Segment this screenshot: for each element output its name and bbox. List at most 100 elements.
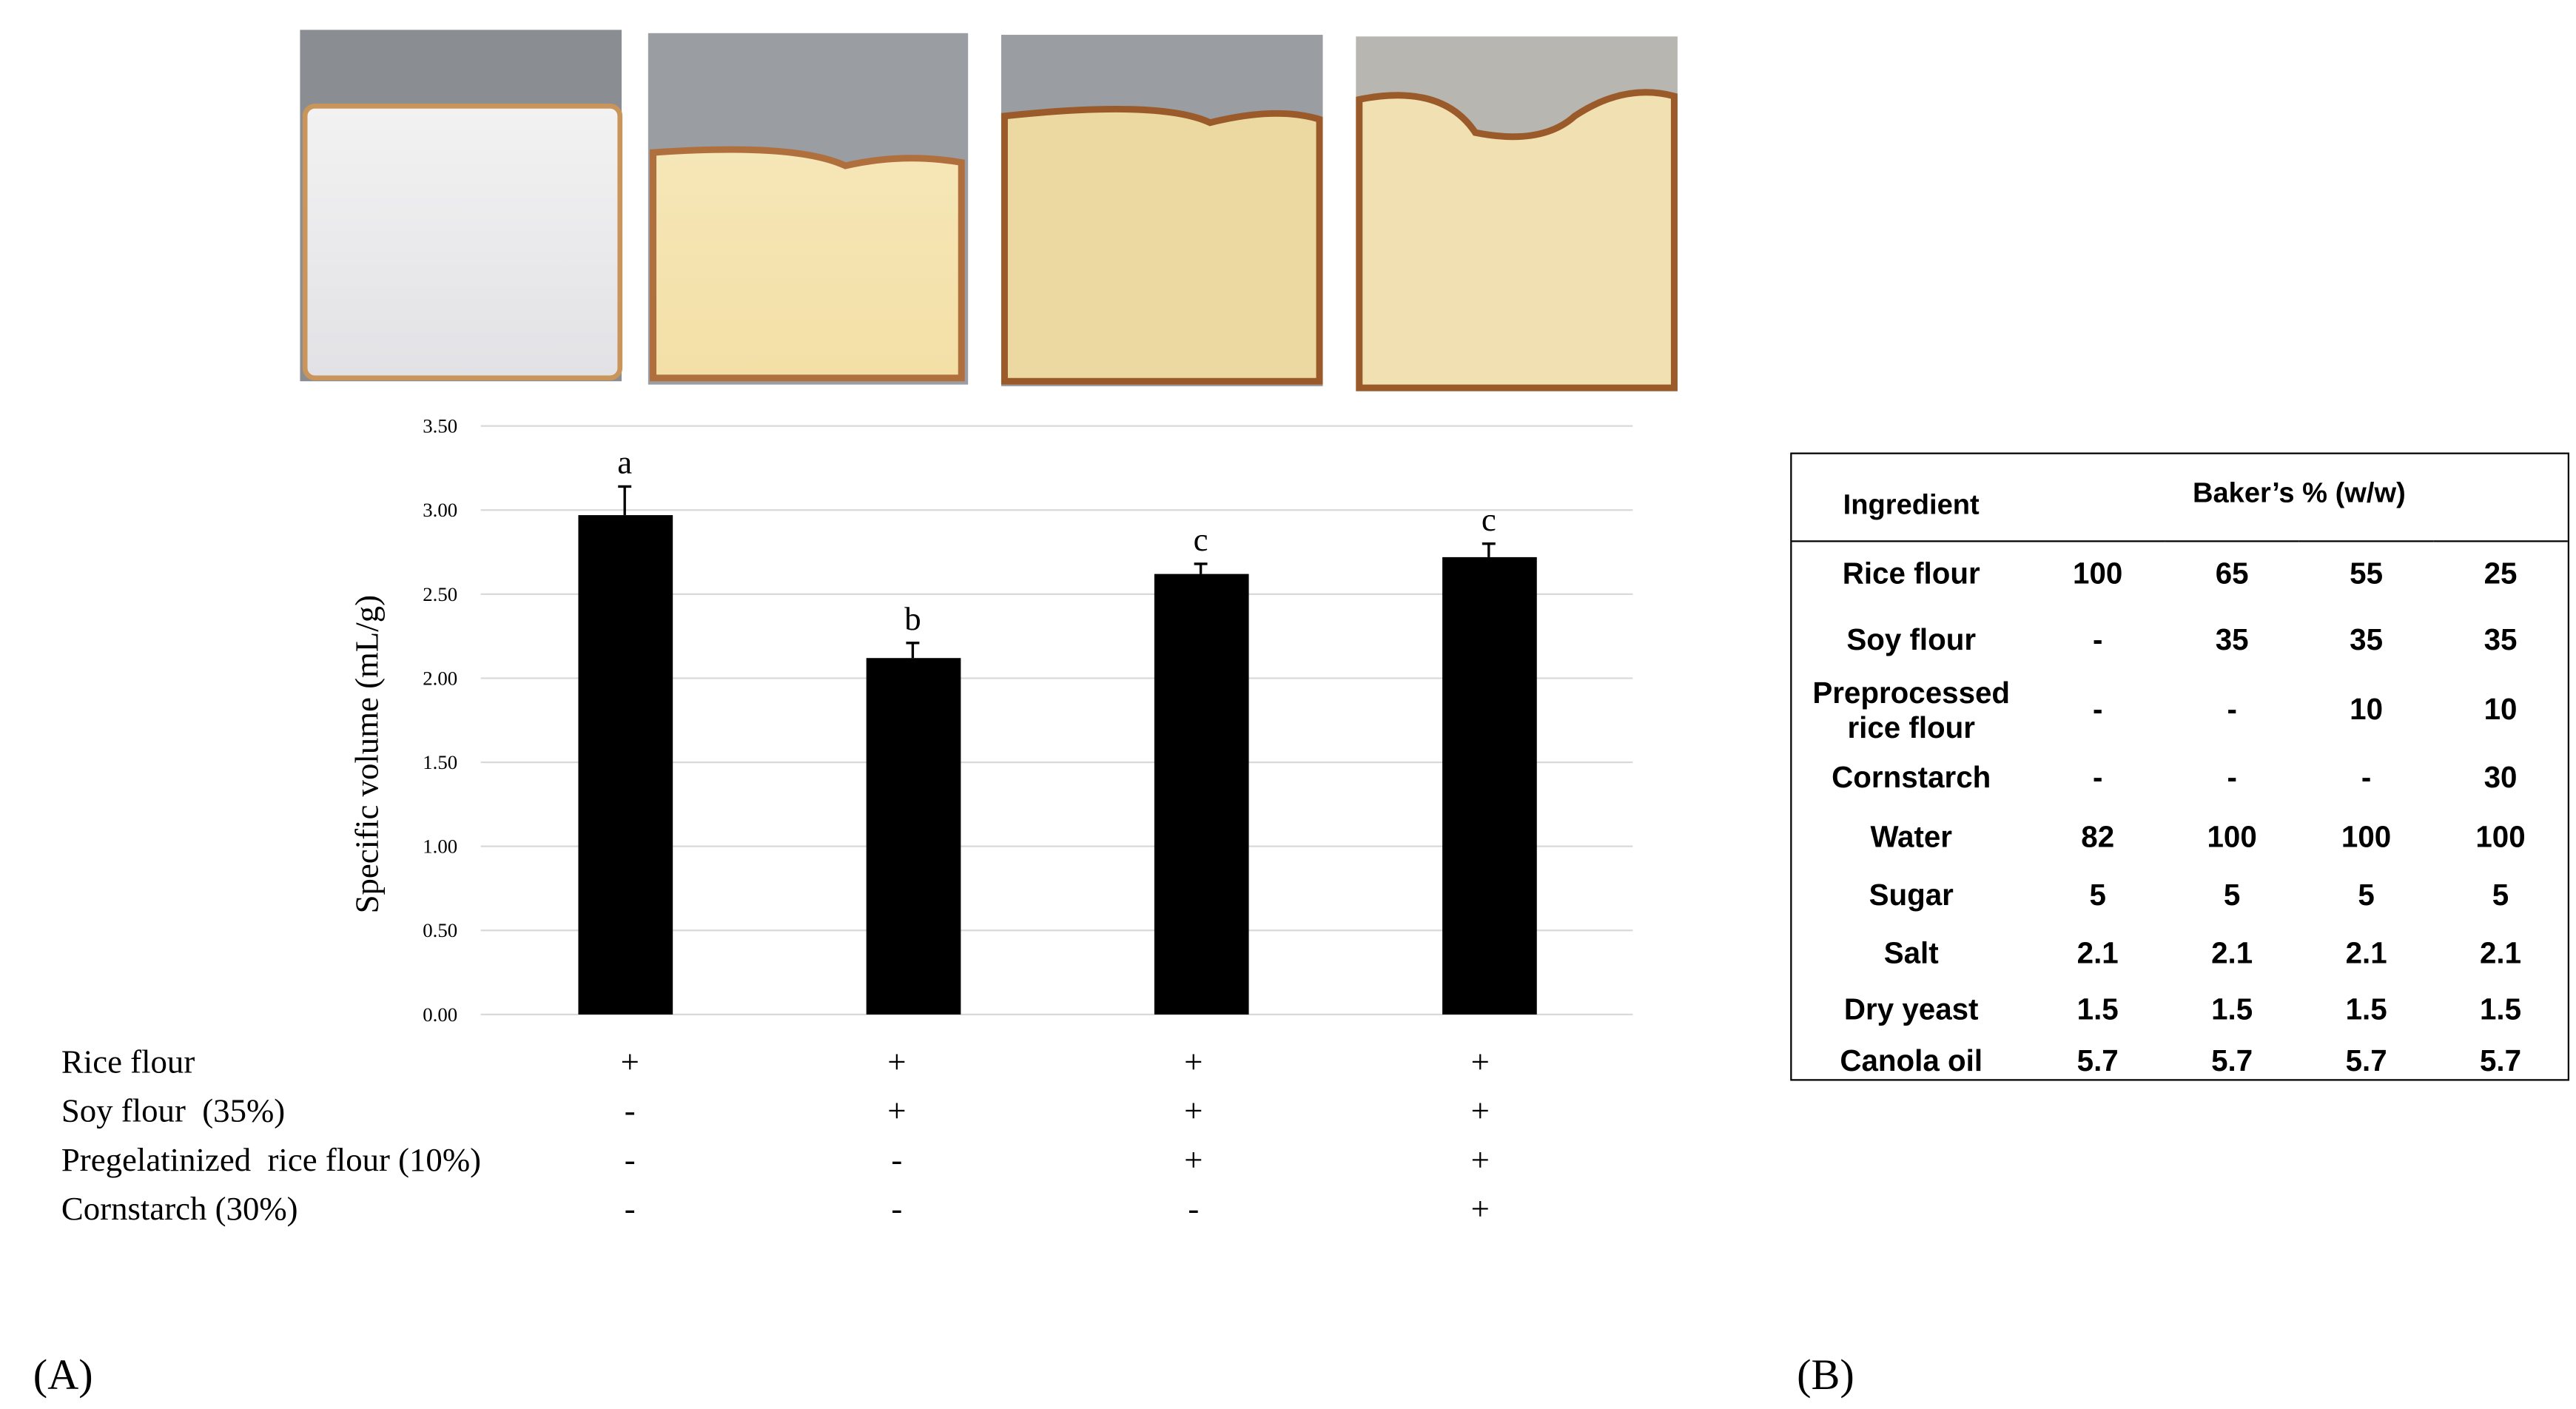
value-cell: 100 [2207, 820, 2257, 854]
value-cell: 5.7 [2345, 1044, 2387, 1077]
y-tick-label: 0.00 [423, 1003, 457, 1026]
value-cell: 55 [2350, 557, 2384, 591]
treatment-label: Soy flour (35%) [61, 1092, 285, 1129]
value-cell: 82 [2081, 820, 2115, 854]
ingredient-cell: Rice flour [1842, 557, 1980, 591]
ingredient-cell: Water [1870, 820, 1952, 854]
table-row: Soy flour - 35 35 35 [1792, 608, 2567, 674]
table-header-row: Ingredient Baker’s % (w/w) [1792, 454, 2568, 542]
treatment-label: Pregelatinized rice flour (10%) [61, 1141, 481, 1178]
y-tick-label: 2.00 [423, 667, 457, 689]
significance-letter: b [904, 600, 921, 637]
panel-label: (A) [33, 1351, 93, 1399]
treatment-label: Cornstarch (30%) [61, 1190, 298, 1227]
treatment-mark: + [1471, 1092, 1490, 1129]
table-row: Water 82 100 100 100 [1792, 810, 2567, 866]
value-cell: 1.5 [2211, 992, 2253, 1026]
bar [1442, 556, 1537, 1015]
value-cell: 1.5 [2345, 992, 2387, 1026]
value-cell: - [2093, 761, 2103, 794]
value-cell: - [2227, 693, 2237, 727]
treatment-mark: + [1184, 1043, 1203, 1080]
treatment-mark: + [1471, 1043, 1490, 1080]
value-cell: 100 [2073, 557, 2123, 591]
ingredient-cell: Preprocessed rice flour [1812, 675, 2011, 744]
treatment-mark: + [1184, 1141, 1203, 1178]
header-cell: Baker’s % (w/w) [2031, 454, 2568, 542]
treatment-mark: + [1471, 1141, 1490, 1178]
bar [1154, 574, 1249, 1015]
value-cell: 65 [2215, 557, 2249, 591]
value-cell: 1.5 [2480, 992, 2522, 1026]
significance-letter: c [1482, 501, 1496, 538]
treatment-mark: - [625, 1190, 636, 1227]
treatment-mark: - [891, 1190, 902, 1227]
value-cell: 2.1 [2076, 936, 2119, 970]
table-row: Salt 2.1 2.1 2.1 2.1 [1792, 926, 2567, 982]
y-tick-label: 1.00 [423, 835, 457, 858]
ingredient-cell: Salt [1883, 936, 1939, 970]
value-cell: 5 [2492, 878, 2509, 912]
ingredient-table: Ingredient Baker’s % (w/w) Rice flour 100 65… [1790, 452, 2569, 1081]
value-cell: 30 [2483, 761, 2518, 794]
ingredient-cell: Sugar [1869, 878, 1954, 912]
ingredient-cell: Cornstarch [1832, 761, 1991, 794]
panel-label: (B) [1797, 1351, 1854, 1399]
treatment-mark: - [625, 1141, 636, 1178]
value-cell: 35 [2215, 623, 2249, 657]
treatment-mark: - [1188, 1190, 1199, 1227]
value-cell: 5 [2358, 878, 2375, 912]
value-cell: 5.7 [2076, 1044, 2119, 1077]
value-cell: 25 [2483, 557, 2518, 591]
value-cell: 2.1 [2480, 936, 2522, 970]
value-cell: 5 [2089, 878, 2106, 912]
treatment-mark: - [891, 1141, 902, 1178]
table-row: Rice flour 100 65 55 25 [1792, 541, 2567, 608]
value-cell: 5 [2223, 878, 2241, 912]
treatment-mark: + [887, 1092, 906, 1129]
ingredient-cell: Canola oil [1840, 1044, 1983, 1077]
table-row: Sugar 5 5 5 5 [1792, 866, 2567, 926]
treatment-label: Rice flour [61, 1043, 195, 1080]
ingredient-cell: Soy flour [1846, 623, 1977, 657]
treatment-mark: - [625, 1092, 636, 1129]
value-cell: - [2227, 761, 2237, 794]
value-cell: - [2093, 693, 2103, 727]
significance-letter: c [1194, 521, 1208, 558]
y-axis-label: Specific volume (mL/g) [349, 595, 386, 913]
y-tick-label: 0.50 [423, 919, 457, 941]
bread-photos [300, 30, 1678, 391]
treatment-mark: + [621, 1043, 639, 1080]
ingredient-cell: Dry yeast [1843, 992, 1979, 1026]
table-row: Dry yeast 1.5 1.5 1.5 1.5 [1792, 982, 2567, 1038]
y-tick-label: 1.50 [423, 751, 457, 773]
bar [578, 515, 673, 1015]
table-row: Preprocessed rice flour - - 10 10 [1792, 674, 2567, 747]
table-row: Canola oil 5.7 5.7 5.7 5.7 [1792, 1038, 2567, 1085]
value-cell: 10 [2350, 693, 2384, 727]
value-cell: 35 [2350, 623, 2384, 657]
treatment-mark: + [1471, 1190, 1490, 1227]
treatment-mark: + [1184, 1092, 1203, 1129]
value-cell: 100 [2475, 820, 2526, 854]
header-cell: Ingredient [1792, 454, 2031, 542]
treatment-mark: + [887, 1043, 906, 1080]
table-row: Cornstarch - - - 30 [1792, 747, 2567, 810]
value-cell: - [2093, 623, 2103, 657]
bar [866, 658, 961, 1015]
value-cell: 2.1 [2211, 936, 2253, 970]
value-cell: 100 [2341, 820, 2392, 854]
value-cell: - [2361, 761, 2372, 794]
y-tick-label: 2.50 [423, 583, 457, 605]
y-tick-label: 3.00 [423, 499, 457, 521]
value-cell: 35 [2483, 623, 2518, 657]
value-cell: 5.7 [2480, 1044, 2522, 1077]
value-cell: 10 [2483, 693, 2518, 727]
y-tick-label: 3.50 [423, 415, 457, 437]
significance-letter: a [617, 444, 632, 481]
value-cell: 2.1 [2345, 936, 2387, 970]
value-cell: 5.7 [2211, 1044, 2253, 1077]
value-cell: 1.5 [2076, 992, 2119, 1026]
